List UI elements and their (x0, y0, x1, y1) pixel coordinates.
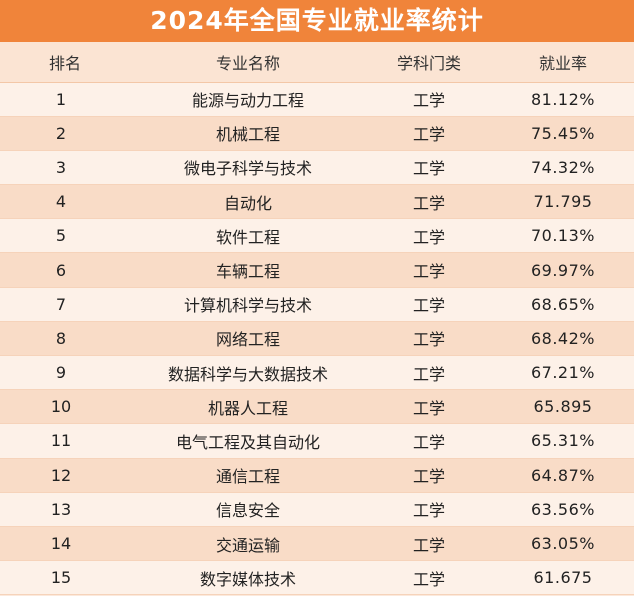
category-cell: 工学 (366, 321, 492, 357)
rate-cell: 69.97% (492, 252, 634, 288)
rate-cell: 68.65% (492, 287, 634, 322)
major-name-cell: 网络工程 (130, 321, 366, 357)
major-name-cell: 机器人工程 (130, 389, 366, 425)
rank-cell: 2 (0, 116, 130, 151)
rate-cell: 70.13% (492, 218, 634, 254)
category-cell: 工学 (366, 184, 492, 220)
rank-cell: 12 (0, 458, 130, 493)
major-name-cell: 数据科学与大数据技术 (130, 355, 366, 391)
table-row: 15 数字媒体技术 工学 61.675 (0, 560, 634, 596)
rank-cell: 14 (0, 526, 130, 562)
table-row: 3 微电子科学与技术 工学 74.32% (0, 150, 634, 186)
rate-cell: 71.795 (492, 184, 634, 220)
category-cell: 工学 (366, 82, 492, 117)
rate-cell: 63.05% (492, 526, 634, 562)
rank-cell: 11 (0, 423, 130, 459)
header-major-name: 专业名称 (130, 42, 366, 83)
table-row: 6 车辆工程 工学 69.97% (0, 252, 634, 288)
table-row: 8 网络工程 工学 68.42% (0, 321, 634, 357)
category-cell: 工学 (366, 423, 492, 459)
category-cell: 工学 (366, 560, 492, 596)
employment-rate-table: 排名 专业名称 学科门类 就业率 1 能源与动力工程 工学 81.12% 2 机… (0, 42, 634, 596)
table-row: 2 机械工程 工学 75.45% (0, 116, 634, 151)
major-name-cell: 信息安全 (130, 492, 366, 527)
rate-cell: 65.895 (492, 389, 634, 425)
table-row: 4 自动化 工学 71.795 (0, 184, 634, 220)
major-name-cell: 数字媒体技术 (130, 560, 366, 596)
table-row: 10 机器人工程 工学 65.895 (0, 389, 634, 425)
rate-cell: 68.42% (492, 321, 634, 357)
page-title: 2024年全国专业就业率统计 (0, 0, 634, 42)
major-name-cell: 车辆工程 (130, 252, 366, 288)
rank-cell: 10 (0, 389, 130, 425)
rate-cell: 65.31% (492, 423, 634, 459)
major-name-cell: 自动化 (130, 184, 366, 220)
table-row: 11 电气工程及其自动化 工学 65.31% (0, 423, 634, 459)
table-row: 5 软件工程 工学 70.13% (0, 218, 634, 254)
header-rank: 排名 (0, 42, 130, 83)
rank-cell: 13 (0, 492, 130, 527)
category-cell: 工学 (366, 389, 492, 425)
header-employment-rate: 就业率 (492, 42, 634, 83)
rate-cell: 75.45% (492, 116, 634, 151)
major-name-cell: 软件工程 (130, 218, 366, 254)
rate-cell: 61.675 (492, 560, 634, 596)
rank-cell: 15 (0, 560, 130, 596)
rank-cell: 8 (0, 321, 130, 357)
header-category: 学科门类 (366, 42, 492, 83)
rank-cell: 1 (0, 82, 130, 117)
category-cell: 工学 (366, 218, 492, 254)
category-cell: 工学 (366, 492, 492, 527)
rank-cell: 3 (0, 150, 130, 186)
category-cell: 工学 (366, 116, 492, 151)
rank-cell: 7 (0, 287, 130, 322)
category-cell: 工学 (366, 526, 492, 562)
table-row: 7 计算机科学与技术 工学 68.65% (0, 287, 634, 322)
major-name-cell: 通信工程 (130, 458, 366, 493)
rate-cell: 67.21% (492, 355, 634, 391)
rank-cell: 4 (0, 184, 130, 220)
rate-cell: 64.87% (492, 458, 634, 493)
category-cell: 工学 (366, 287, 492, 322)
table-row: 1 能源与动力工程 工学 81.12% (0, 82, 634, 117)
table-row: 9 数据科学与大数据技术 工学 67.21% (0, 355, 634, 391)
table-header-row: 排名 专业名称 学科门类 就业率 (0, 42, 634, 83)
major-name-cell: 微电子科学与技术 (130, 150, 366, 186)
rate-cell: 81.12% (492, 82, 634, 117)
category-cell: 工学 (366, 458, 492, 493)
table-row: 14 交通运输 工学 63.05% (0, 526, 634, 562)
rank-cell: 6 (0, 252, 130, 288)
table-row: 12 通信工程 工学 64.87% (0, 458, 634, 493)
major-name-cell: 计算机科学与技术 (130, 287, 366, 322)
category-cell: 工学 (366, 150, 492, 186)
major-name-cell: 交通运输 (130, 526, 366, 562)
major-name-cell: 电气工程及其自动化 (130, 423, 366, 459)
rate-cell: 63.56% (492, 492, 634, 527)
major-name-cell: 能源与动力工程 (130, 82, 366, 117)
category-cell: 工学 (366, 355, 492, 391)
rate-cell: 74.32% (492, 150, 634, 186)
rank-cell: 9 (0, 355, 130, 391)
major-name-cell: 机械工程 (130, 116, 366, 151)
table-row: 13 信息安全 工学 63.56% (0, 492, 634, 527)
category-cell: 工学 (366, 252, 492, 288)
rank-cell: 5 (0, 218, 130, 254)
